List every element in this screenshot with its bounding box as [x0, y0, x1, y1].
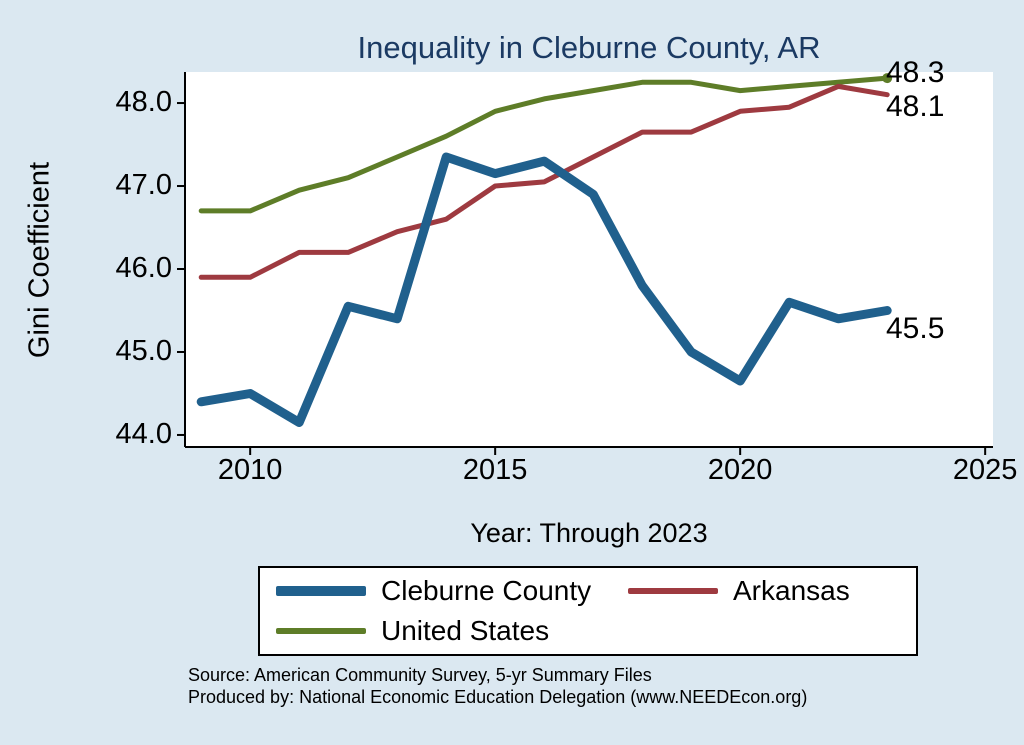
end-label-arkansas: 48.1 [886, 90, 945, 123]
legend-row-1: Cleburne County Arkansas [276, 575, 916, 607]
line-arkansas [198, 83, 890, 280]
source-note: Source: American Community Survey, 5-yr … [188, 664, 807, 708]
x-tick-label: 2010 [217, 454, 283, 486]
united-states-line-swatch [276, 627, 366, 634]
legend-entry-cleburne-county: Cleburne County [276, 575, 628, 607]
legend-row-2: United States [276, 615, 916, 647]
legend: Cleburne County Arkansas United States [258, 566, 918, 656]
source-line-1: Source: American Community Survey, 5-yr … [188, 665, 652, 685]
x-tick-label: 2025 [952, 454, 1018, 486]
y-tick-label: 47.0 [115, 169, 172, 202]
cleburne-county-line-swatch [276, 586, 366, 597]
plot-background [185, 72, 993, 447]
line-cleburne-county [196, 152, 892, 427]
chart-title: Inequality in Cleburne County, AR [357, 30, 821, 65]
end-label-cleburne-county: 45.5 [886, 312, 945, 345]
source-line-2: Produced by: National Economic Education… [188, 687, 808, 707]
y-tick-label: 45.0 [115, 334, 172, 367]
x-tick-label: 2020 [707, 454, 773, 486]
x-tick-label: 2015 [462, 454, 528, 486]
line-united-states [198, 75, 890, 214]
end-label-united-states: 48.3 [886, 56, 945, 89]
legend-label-arkansas: Arkansas [733, 575, 850, 607]
y-tick-label: 46.0 [115, 252, 172, 284]
legend-label-cleburne-county: Cleburne County [381, 575, 592, 607]
legend-entry-united-states: United States [276, 615, 549, 647]
arkansas-line-swatch [628, 588, 718, 595]
x-axis-label: Year: Through 2023 [470, 518, 708, 548]
y-tick-label: 44.0 [115, 417, 172, 450]
y-tick-label: 48.0 [115, 86, 172, 119]
legend-label-united-states: United States [381, 614, 550, 646]
legend-entry-arkansas: Arkansas [628, 575, 850, 607]
end-dot-united-states [882, 73, 893, 84]
